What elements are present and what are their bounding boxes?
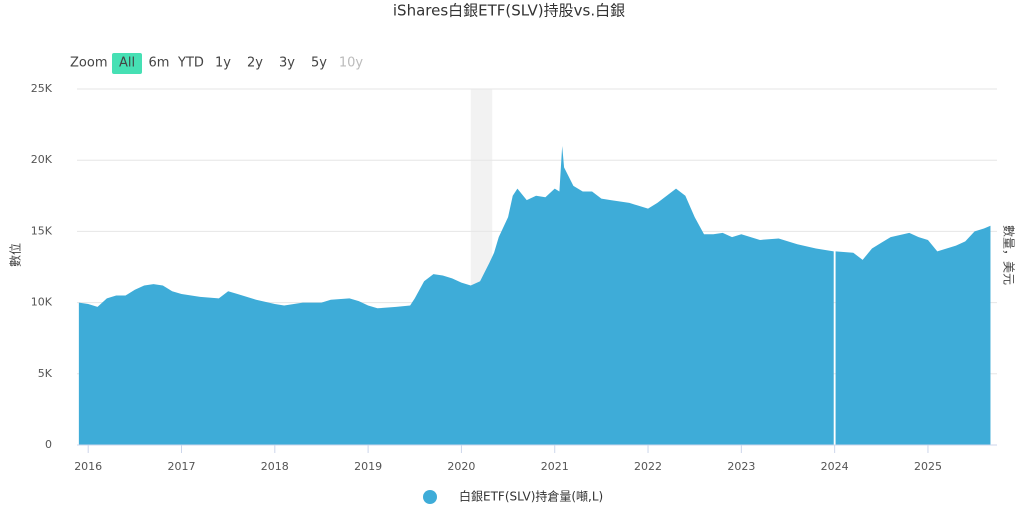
range-button[interactable]: 3y [279,56,295,71]
y-tick-label: 0 [45,438,52,451]
y-axis-title: 數位 [8,243,23,267]
range-button: 10y [339,56,364,71]
x-tick-label: 2016 [74,460,102,473]
y-tick-label: 15K [31,224,53,237]
legend-marker [423,490,437,504]
x-tick-label: 2021 [541,460,569,473]
y-tick-label: 10K [31,296,53,309]
x-tick-label: 2024 [821,460,849,473]
x-tick-label: 2022 [634,460,662,473]
area [78,145,991,445]
range-button[interactable]: 2y [247,56,263,71]
range-button[interactable]: 1y [215,56,231,71]
x-tick-label: 2020 [447,460,475,473]
range-button[interactable]: All [119,56,135,71]
y2-axis-title: 數量，美元 [1002,225,1016,285]
y-tick-label: 5K [38,367,53,380]
x-tick-label: 2017 [168,460,196,473]
legend-label[interactable]: 白銀ETF(SLV)持倉量(噸,L) [459,489,603,504]
x-tick-label: 2025 [914,460,942,473]
x-tick-label: 2019 [354,460,382,473]
chart-title: iShares白銀ETF(SLV)持股vs.白銀 [393,2,625,20]
range-button-active-bg [112,53,142,74]
zoom-label: Zoom [70,56,107,71]
range-button[interactable]: 5y [311,56,327,71]
x-tick-label: 2023 [727,460,755,473]
y-tick-label: 20K [31,153,53,166]
range-button[interactable]: 6m [149,56,170,71]
y-tick-label: 25K [31,82,53,95]
x-tick-label: 2018 [261,460,289,473]
range-button[interactable]: YTD [177,56,204,71]
